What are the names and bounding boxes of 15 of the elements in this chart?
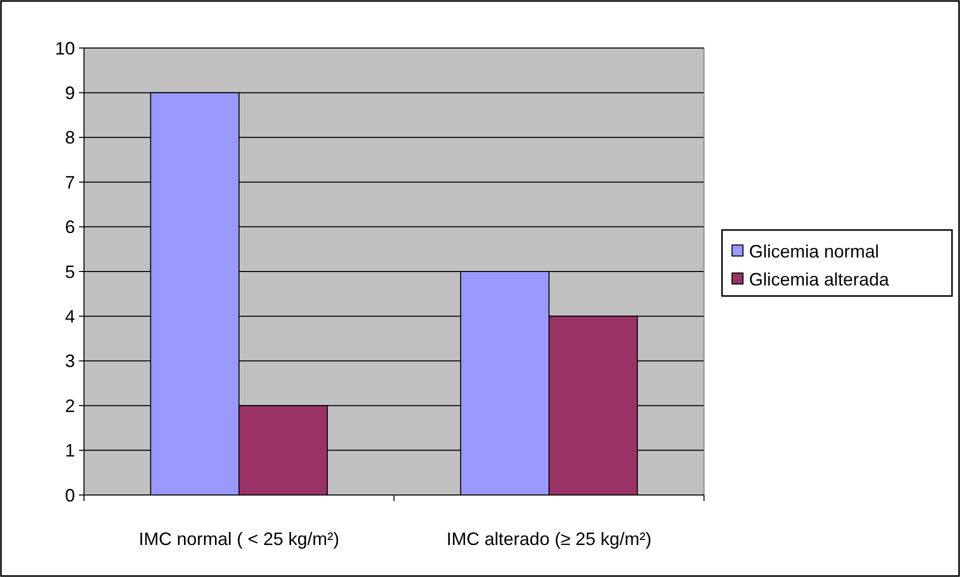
y-tick-label: 5 <box>64 262 75 282</box>
y-tick-label: 0 <box>64 485 75 506</box>
y-tick-label: 8 <box>64 128 75 148</box>
y-tick-label: 4 <box>64 306 75 326</box>
y-tick-label: 9 <box>64 83 75 103</box>
y-tick-label: 7 <box>64 172 75 192</box>
y-tick-label: 3 <box>64 351 75 372</box>
legend-label: Glicemia alterada <box>749 269 890 290</box>
x-tick-label: IMC normal ( < 25 kg/m²) <box>138 529 340 549</box>
y-tick-label: 6 <box>64 217 75 238</box>
y-tick-label: 1 <box>64 440 75 461</box>
legend-label: Glicemia normal <box>749 241 880 262</box>
y-tick-label: 10 <box>54 38 75 58</box>
x-tick-label: IMC alterado (≥ 25 kg/m²) <box>446 529 652 549</box>
y-tick-label: 2 <box>64 396 75 416</box>
